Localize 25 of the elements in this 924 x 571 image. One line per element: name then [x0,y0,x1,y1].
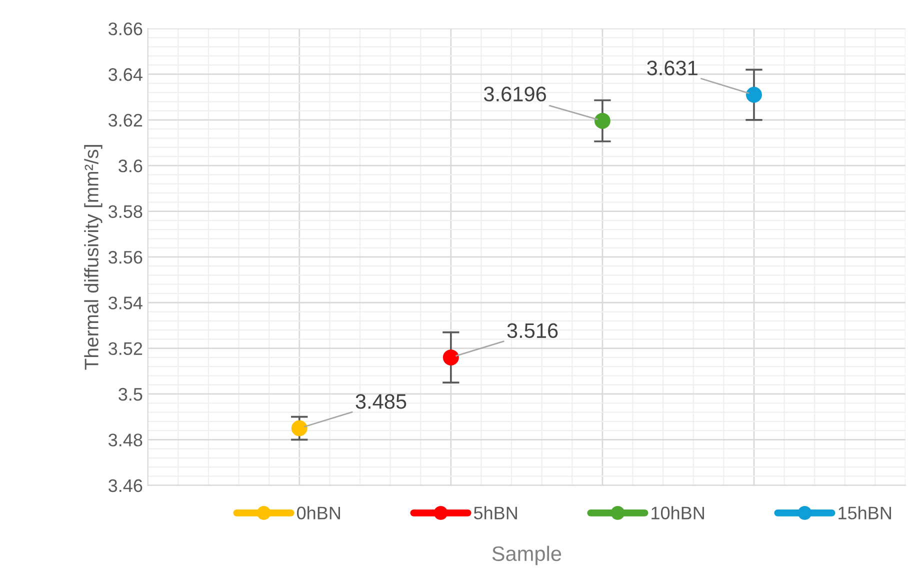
y-tick-label: 3.64 [108,68,142,81]
y-tick-label: 3.56 [108,250,142,264]
y-tick-label: 3.52 [108,342,142,356]
legend-label: 5hBN [474,506,517,520]
y-tick-label: 3.54 [108,296,142,310]
y-tick-label: 3.48 [108,434,142,446]
y-tick-label: 3.66 [108,22,142,36]
data-label: 3.485 [356,394,406,409]
point [291,420,308,436]
legend-label: 15hBN [838,506,891,520]
point [746,86,762,103]
y-axis-title: Thermal diffusivity [mm²/s] [84,145,102,370]
data-label: 3.516 [507,323,558,338]
legend-label: 10hBN [652,506,704,520]
y-tick-label: 3.5 [118,388,142,401]
y-tick-label: 3.62 [108,114,142,127]
point [594,112,610,129]
legend-label: 0hBN [296,506,340,520]
y-tick-label: 3.6 [118,160,142,172]
data-label: 3.631 [647,60,698,76]
point [442,349,459,366]
x-axis-title: Sample [492,546,562,566]
y-tick-label: 3.58 [108,205,142,218]
y-tick-label: 3.46 [108,479,142,492]
data-label: 3.6196 [484,86,546,102]
